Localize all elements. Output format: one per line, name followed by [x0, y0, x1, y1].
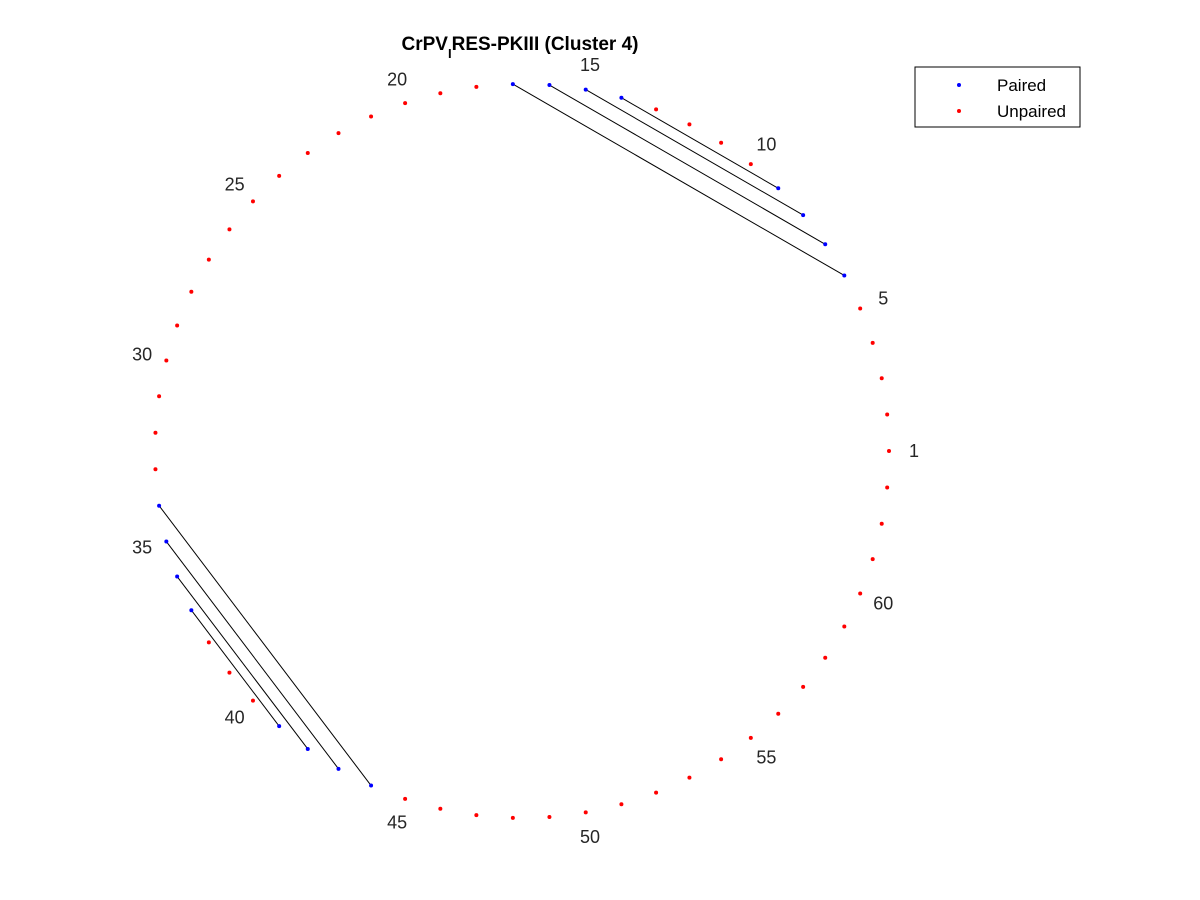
paired-point-43: [336, 766, 341, 771]
unpaired-point-54: [719, 757, 724, 762]
unpaired-point-25: [250, 199, 255, 204]
unpaired-point-38: [206, 640, 211, 645]
position-label-35: 35: [132, 538, 152, 558]
unpaired-point-10: [748, 162, 753, 167]
position-label-55: 55: [756, 747, 776, 767]
unpaired-point-51: [619, 802, 624, 807]
paired-point-16: [547, 83, 552, 88]
unpaired-point-31: [157, 394, 162, 399]
unpaired-point-13: [654, 107, 659, 112]
unpaired-point-39: [227, 670, 232, 675]
paired-point-15: [583, 87, 588, 92]
pair-line-7-16: [549, 84, 826, 245]
unpaired-point-29: [175, 323, 180, 328]
unpaired-point-63: [885, 485, 890, 490]
legend-unpaired-marker: [957, 109, 961, 113]
legend-box: [914, 66, 1081, 128]
legend-paired-marker: [957, 83, 961, 87]
unpaired-point-60: [858, 591, 863, 596]
unpaired-point-56: [776, 711, 781, 716]
position-label-20: 20: [387, 69, 407, 89]
unpaired-point-12: [687, 122, 692, 127]
unpaired-point-1: [887, 449, 891, 453]
unpaired-point-57: [801, 684, 806, 689]
unpaired-point-47: [474, 813, 479, 818]
unpaired-point-4: [870, 340, 875, 345]
position-label-50: 50: [580, 827, 600, 847]
position-label-40: 40: [225, 708, 245, 728]
paired-point-42: [305, 746, 310, 751]
unpaired-point-5: [858, 306, 863, 311]
pair-line-35-43: [165, 541, 339, 770]
position-label-1: 1: [909, 441, 919, 461]
paired-point-8: [801, 213, 806, 218]
paired-point-35: [164, 539, 169, 544]
unpaired-point-49: [547, 814, 552, 819]
unpaired-point-40: [250, 698, 255, 703]
unpaired-point-19: [438, 91, 443, 96]
unpaired-point-32: [153, 430, 158, 435]
unpaired-point-11: [719, 140, 724, 145]
unpaired-point-48: [510, 815, 515, 820]
unpaired-point-30: [164, 358, 169, 363]
pair-line-37-41: [190, 609, 280, 727]
unpaired-point-46: [438, 806, 443, 811]
unpaired-point-58: [823, 655, 828, 660]
unpaired-point-26: [227, 227, 232, 232]
unpaired-point-59: [842, 624, 847, 629]
pair-line-34-44: [158, 505, 372, 786]
paired-point-44: [369, 783, 374, 788]
position-label-30: 30: [132, 344, 152, 364]
unpaired-point-23: [305, 151, 310, 156]
unpaired-point-50: [583, 810, 588, 815]
unpaired-point-61: [870, 557, 875, 562]
pair-line-8-15: [585, 89, 804, 216]
unpaired-point-22: [336, 131, 341, 136]
paired-point-14: [619, 95, 624, 100]
legend-unpaired-label: Unpaired: [997, 102, 1066, 121]
paired-point-37: [189, 608, 194, 613]
position-label-15: 15: [580, 55, 600, 75]
position-label-45: 45: [387, 813, 407, 833]
paired-point-6: [842, 273, 847, 278]
position-label-5: 5: [878, 289, 888, 309]
unpaired-point-21: [369, 114, 374, 119]
paired-point-9: [776, 186, 781, 191]
position-label-10: 10: [756, 135, 776, 155]
unpaired-point-53: [687, 775, 692, 780]
unpaired-point-2: [885, 412, 890, 417]
pair-lines: [158, 83, 845, 786]
pair-line-36-42: [176, 576, 309, 750]
unpaired-point-52: [654, 790, 659, 795]
unpaired-point-3: [879, 376, 884, 381]
legend-paired-label: Paired: [997, 76, 1046, 95]
paired-point-41: [277, 724, 282, 729]
pair-line-6-17: [512, 83, 845, 276]
unpaired-point-45: [403, 796, 408, 801]
position-points: [153, 82, 891, 820]
paired-point-7: [823, 242, 828, 247]
legend: Paired Unpaired: [914, 66, 1081, 128]
paired-point-17: [510, 82, 515, 87]
paired-point-36: [175, 574, 180, 579]
unpaired-point-28: [189, 289, 194, 294]
paired-point-34: [157, 503, 162, 508]
position-label-60: 60: [873, 593, 893, 613]
chart-title: CrPVIRES-PKIII (Cluster 4): [402, 34, 639, 61]
unpaired-point-55: [748, 735, 753, 740]
unpaired-point-62: [879, 521, 884, 526]
unpaired-point-27: [206, 257, 211, 262]
unpaired-point-33: [153, 467, 158, 472]
position-label-25: 25: [225, 174, 245, 194]
unpaired-point-18: [474, 84, 479, 89]
unpaired-point-20: [403, 101, 408, 106]
pair-line-9-14: [621, 97, 779, 189]
unpaired-point-24: [277, 173, 282, 178]
